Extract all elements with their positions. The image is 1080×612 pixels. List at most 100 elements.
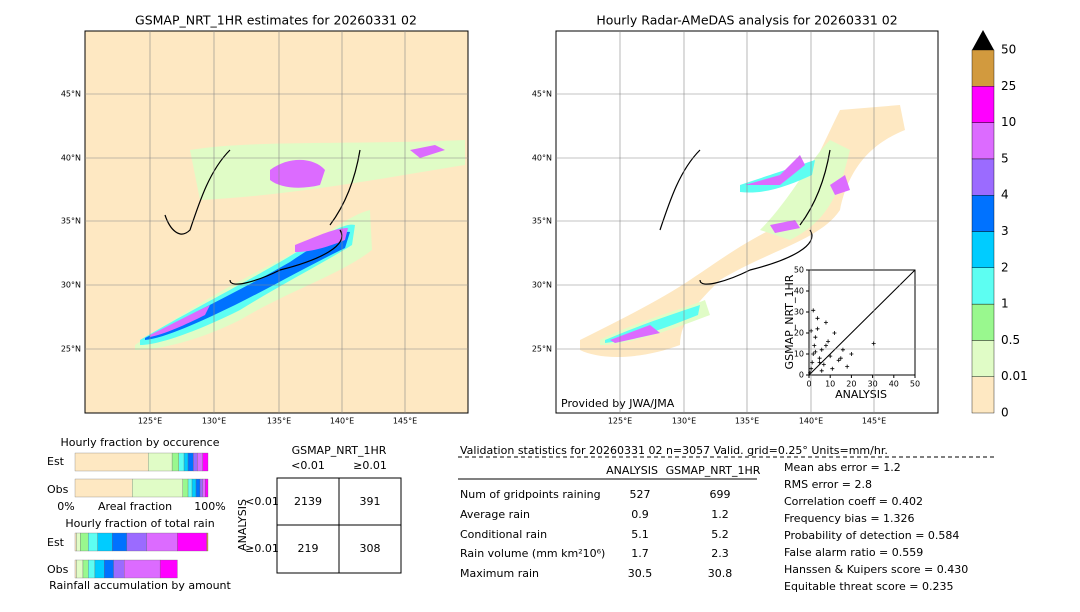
stat-value: 699 [710, 488, 731, 501]
colorbar-segment [971, 267, 995, 305]
col-header: ANALYSIS [606, 464, 658, 477]
stat-value: 5.2 [711, 528, 729, 541]
rain-area [190, 140, 465, 200]
panel-footer: Rainfall accumulation by amount [49, 579, 231, 592]
row-label: <0.01 [245, 495, 279, 508]
colorbar-segment [971, 376, 995, 414]
lat-label: 30°N [532, 281, 552, 290]
lat-label: 40°N [532, 154, 552, 163]
credit: Provided by JWA/JMA [561, 397, 675, 410]
fraction-segment [74, 532, 77, 552]
fraction-segment [132, 478, 183, 498]
fraction-segment [205, 478, 209, 498]
row-label: Est [47, 455, 65, 468]
fraction-segment [113, 559, 125, 579]
table-title: GSMAP_NRT_1HR [292, 444, 387, 457]
lon-label: 145°E [862, 417, 886, 426]
rain-area [605, 160, 815, 343]
lat-label: 25°N [61, 345, 81, 354]
point [823, 343, 828, 348]
colorbar-label: 0.5 [1001, 333, 1020, 347]
colorbar-label: 3 [1001, 224, 1009, 238]
axis-label: Areal fraction [98, 500, 172, 513]
fraction-segment [195, 478, 201, 498]
rain-area [600, 140, 850, 345]
stat-value: 5.1 [631, 528, 649, 541]
fraction-segment [206, 532, 209, 552]
coastline [164, 149, 361, 285]
map-title: Hourly Radar-AMeDAS analysis for 2026033… [596, 13, 897, 28]
colorbar-label: 1 [1001, 297, 1009, 311]
colorbar-segment [971, 231, 995, 268]
point [809, 328, 814, 333]
table-cell: 308 [360, 542, 381, 555]
row-label: Obs [47, 483, 69, 496]
fraction-segment [171, 452, 179, 472]
point [811, 352, 816, 356]
lat-label: 45°N [532, 90, 552, 99]
stat-value: 30.5 [628, 567, 653, 580]
fraction-segment [97, 532, 113, 552]
lon-label: 145°E [393, 417, 417, 426]
fraction-segment [177, 532, 207, 552]
point [810, 360, 815, 365]
point [845, 364, 850, 369]
stat-value: 30.8 [708, 567, 733, 580]
fraction-segment [183, 452, 189, 472]
y-tick-label: 30 [794, 308, 804, 317]
colorbar-label: 0.01 [1001, 369, 1028, 383]
fraction-segment [126, 532, 147, 552]
lat-label: 35°N [61, 217, 81, 226]
point [849, 352, 854, 356]
axis-label: 0% [57, 500, 74, 513]
point [809, 366, 814, 371]
row-label: Obs [47, 563, 69, 576]
lon-label: 130°E [672, 417, 696, 426]
panel-title: Hourly fraction by occurence [61, 436, 220, 449]
x-axis-label: ANALYSIS [835, 388, 887, 401]
axis-label: 100% [194, 500, 225, 513]
colorbar-label: 2 [1001, 260, 1009, 274]
lon-label: 130°E [202, 417, 226, 426]
colorbar-over [972, 30, 994, 50]
fraction-segment [74, 559, 77, 579]
y-tick-label: 40 [794, 287, 804, 296]
score: Hanssen & Kuipers score = 0.430 [784, 563, 968, 576]
fraction-segment [112, 532, 128, 552]
fraction-segment [74, 452, 149, 472]
score: Frequency bias = 1.326 [784, 512, 915, 525]
fraction-segment [104, 559, 114, 579]
map-title: GSMAP_NRT_1HR estimates for 20260331 02 [135, 13, 417, 28]
fraction-segment [88, 559, 96, 579]
x-tick-label: 20 [846, 380, 856, 389]
row-label: Est [47, 536, 65, 549]
stat-label: Num of gridpoints raining [460, 488, 601, 501]
colorbar-label: 0 [1001, 406, 1009, 420]
point [817, 356, 822, 361]
point [838, 356, 843, 361]
x-tick-label: 40 [889, 380, 899, 389]
y-axis-label: GSMAP_NRT_1HR [783, 274, 796, 369]
fraction-segment [76, 559, 84, 579]
point [830, 366, 835, 371]
x-tick-label: 0 [806, 380, 811, 389]
fraction-segment [88, 532, 98, 552]
row-label: ≥0.01 [245, 542, 279, 555]
point [813, 349, 818, 354]
y-tick-label: 50 [794, 266, 804, 275]
score: False alarm ratio = 0.559 [784, 546, 923, 559]
lat-label: 45°N [61, 90, 81, 99]
fraction-segment [182, 478, 189, 498]
colorbar-label: 4 [1001, 188, 1009, 202]
fraction-segment [74, 478, 133, 498]
lon-label: 125°E [608, 417, 632, 426]
fraction-segment [146, 532, 178, 552]
colorbar-segment [971, 122, 995, 160]
stat-value: 2.3 [711, 547, 729, 560]
point [819, 347, 824, 352]
stat-value: 527 [630, 488, 651, 501]
point [840, 347, 845, 352]
stat-value: 1.7 [631, 547, 649, 560]
fraction-segment [147, 452, 173, 472]
point [828, 354, 833, 359]
